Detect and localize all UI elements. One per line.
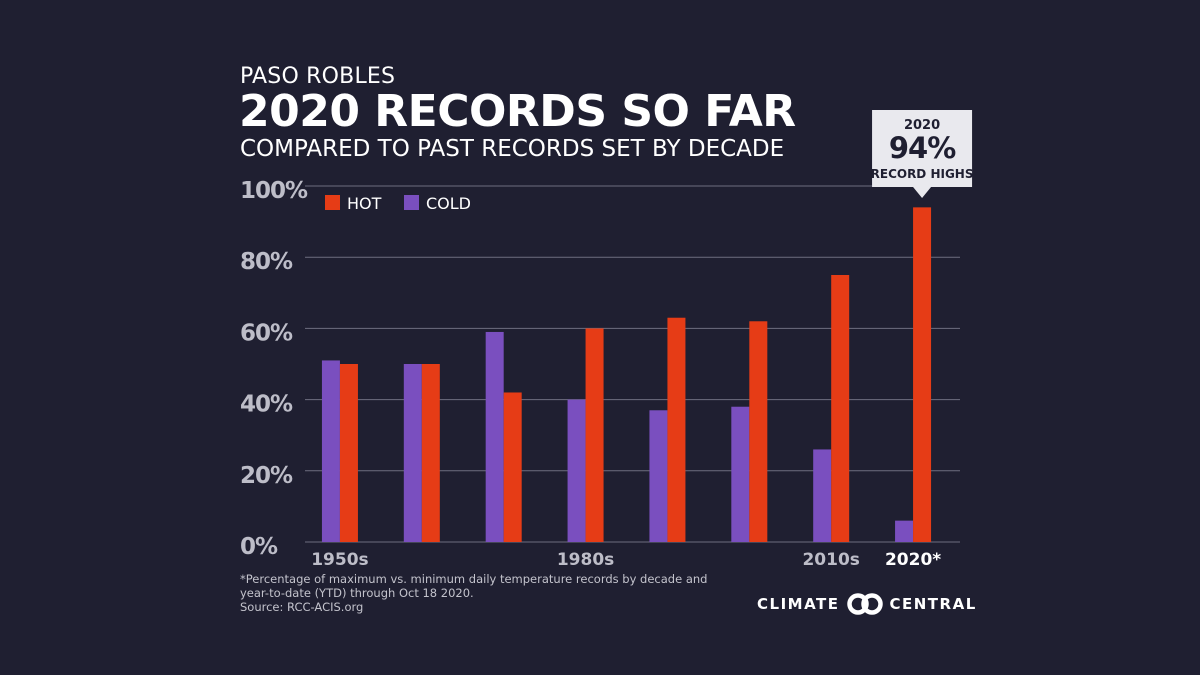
legend-swatch-hot <box>325 195 340 210</box>
callout-value: 94% <box>889 131 956 165</box>
y-tick-label-80: 80% <box>240 249 293 275</box>
legend-label-cold: COLD <box>426 194 471 213</box>
logo-text-right: CENTRAL <box>889 595 977 613</box>
y-tick-label-40: 40% <box>240 392 293 418</box>
bar-hot-1950s <box>339 364 358 542</box>
logo-text-left: CLIMATE <box>757 595 840 613</box>
callout-box <box>872 110 973 198</box>
climate-central-logo: CLIMATE CENTRAL <box>757 592 977 616</box>
bar-cold-2010s <box>813 449 832 542</box>
footnote-source: Source: RCC-ACIS.org <box>240 600 364 614</box>
footnote-line-1: *Percentage of maximum vs. minimum daily… <box>240 572 708 586</box>
bar-cold-1970s <box>485 331 504 542</box>
bar-hot-1970s <box>503 392 522 542</box>
bar-hot-1990s <box>667 317 686 542</box>
bar-cold-2020 <box>895 520 914 542</box>
bar-cold-1980s <box>567 399 586 542</box>
legend-swatch-cold <box>404 195 419 210</box>
bar-cold-2000s <box>731 406 750 542</box>
y-tick-label-20: 20% <box>240 463 293 489</box>
y-tick-label-60: 60% <box>240 320 293 346</box>
bar-hot-1960s <box>421 364 440 542</box>
bar-hot-1980s <box>585 328 604 542</box>
chart-kicker: PASO ROBLES <box>240 64 396 89</box>
bar-cold-1950s <box>321 360 340 542</box>
bar-hot-2010s <box>831 275 850 542</box>
y-tick-label-0: 0% <box>240 534 278 560</box>
chart-subtitle: COMPARED TO PAST RECORDS SET BY DECADE <box>240 136 785 162</box>
bar-cold-1960s <box>403 364 422 542</box>
callout-label: RECORD HIGHS <box>871 167 974 181</box>
climate-central-rings-icon <box>846 593 883 615</box>
bar-cold-1990s <box>649 410 668 542</box>
legend-label-hot: HOT <box>347 194 382 213</box>
x-tick-label-2020: 2020* <box>885 550 941 570</box>
bar-hot-2000s <box>749 321 768 542</box>
callout-year: 2020 <box>904 118 940 133</box>
x-tick-label-1980s: 1980s <box>557 550 614 570</box>
footnote-line-2: year-to-date (YTD) through Oct 18 2020. <box>240 586 474 600</box>
x-tick-label-2010s: 2010s <box>802 550 859 570</box>
x-tick-label-1950s: 1950s <box>311 550 368 570</box>
bar-hot-2020 <box>913 207 932 543</box>
footnote: *Percentage of maximum vs. minimum daily… <box>240 572 708 614</box>
y-tick-label-100: 100% <box>240 178 308 204</box>
chart-title: 2020 RECORDS SO FAR <box>239 86 796 137</box>
